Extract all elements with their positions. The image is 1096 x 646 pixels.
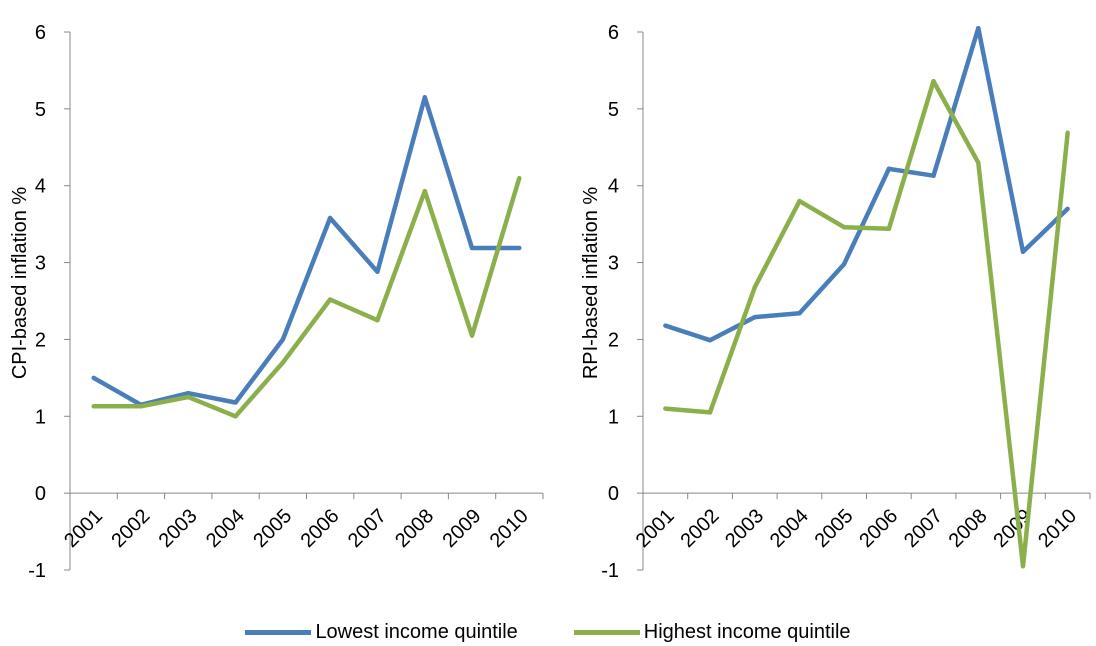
data-point-lowest	[663, 323, 668, 328]
data-point-lowest	[886, 166, 892, 172]
data-point-lowest	[186, 391, 191, 396]
data-point-highest	[186, 394, 191, 400]
data-point-lowest	[469, 245, 475, 251]
data-point-lowest	[422, 95, 427, 100]
data-point-lowest	[931, 173, 936, 178]
y-tick-label: 2	[35, 329, 46, 351]
y-tick-label: 1	[35, 406, 46, 428]
legend-item-highest: Highest income quintile	[573, 620, 851, 644]
data-point-highest	[1020, 563, 1026, 569]
x-tick-label: 2004	[766, 505, 813, 552]
y-tick-label: 3	[35, 253, 46, 275]
x-tick-label: 2006	[855, 505, 902, 552]
data-point-highest	[233, 414, 238, 419]
y-tick-label: 0	[35, 483, 46, 505]
x-tick-label: 2010	[486, 505, 533, 552]
x-tick-label: 2005	[249, 505, 296, 552]
x-tick-label: 2008	[945, 505, 992, 552]
data-point-highest	[138, 404, 144, 409]
data-point-highest	[931, 78, 936, 84]
data-point-highest	[91, 404, 96, 409]
x-tick-label: 2010	[1034, 505, 1081, 552]
data-point-lowest	[517, 245, 522, 251]
data-point-highest	[707, 410, 713, 415]
series-line-highest	[665, 78, 1070, 569]
x-tick-label: 2003	[721, 505, 768, 552]
legend-item-lowest: Lowest income quintile	[245, 620, 518, 644]
y-tick-label: -1	[601, 560, 619, 582]
data-point-lowest	[976, 25, 981, 31]
data-point-lowest	[280, 337, 286, 342]
data-point-highest	[375, 318, 380, 323]
legend-label-highest: Highest income quintile	[643, 620, 851, 643]
series-line-lowest	[92, 95, 520, 408]
data-point-lowest	[707, 337, 713, 343]
y-tick-label: 2	[608, 329, 619, 351]
x-tick-label: 2002	[107, 505, 154, 552]
x-tick-label: 2001	[60, 505, 107, 552]
data-point-lowest	[233, 400, 238, 405]
x-tick-label: 2008	[391, 505, 438, 552]
y-tick-label: 3	[608, 253, 619, 275]
series-line-highest	[93, 177, 522, 419]
y-tick-label: 1	[608, 406, 619, 428]
data-point-highest	[280, 360, 286, 365]
data-point-highest	[469, 333, 475, 338]
x-tick-label: 2007	[344, 505, 391, 552]
data-point-highest	[1065, 130, 1070, 135]
y-tick-label: -1	[28, 560, 46, 582]
data-point-lowest	[841, 261, 847, 267]
legend-swatch-lowest	[245, 629, 312, 635]
series-line-lowest	[664, 25, 1070, 343]
x-tick-label: 2004	[202, 505, 249, 552]
data-point-highest	[886, 226, 892, 231]
data-point-highest	[976, 160, 981, 165]
x-tick-label: 2001	[632, 505, 679, 552]
legend-swatch-highest	[573, 629, 640, 635]
x-tick-label: 2009	[438, 505, 485, 552]
chart-panel-2: -1 0 1 2 3 4 5 6 2001200220032004200520062007200…	[580, 22, 1091, 582]
data-point-highest	[517, 175, 522, 181]
data-point-highest	[663, 406, 668, 411]
y-tick-label: 5	[608, 99, 619, 121]
y-tick-label: 0	[608, 483, 619, 505]
y-tick-label: 4	[608, 176, 619, 198]
legend: Lowest income quintile Highest income qu…	[0, 618, 1096, 646]
data-point-lowest	[1020, 249, 1026, 255]
y-tick-label: 6	[35, 22, 46, 44]
data-point-lowest	[375, 269, 380, 274]
y-tick-label: 5	[35, 99, 46, 121]
x-tick-label: 2005	[811, 505, 858, 552]
x-tick-label: 2002	[676, 505, 723, 552]
x-tick-label: 2003	[155, 505, 202, 552]
x-tick-label: 2006	[297, 505, 344, 552]
data-point-lowest	[797, 311, 802, 316]
x-tick-label: 2007	[900, 505, 947, 552]
data-point-lowest	[327, 215, 333, 221]
data-point-lowest	[91, 375, 96, 381]
y-axis-title: CPI-based inflation %	[9, 187, 31, 380]
data-point-lowest	[1065, 206, 1070, 211]
data-point-highest	[797, 198, 802, 204]
y-tick-label: 6	[608, 22, 619, 44]
data-point-highest	[841, 225, 847, 230]
y-tick-label: 4	[35, 176, 46, 198]
y-axis-title: RPI-based inflation %	[580, 187, 602, 380]
data-point-lowest	[752, 314, 757, 320]
data-point-highest	[327, 297, 333, 302]
legend-label-lowest: Lowest income quintile	[315, 620, 518, 643]
data-point-highest	[752, 284, 757, 290]
data-point-highest	[422, 188, 427, 194]
